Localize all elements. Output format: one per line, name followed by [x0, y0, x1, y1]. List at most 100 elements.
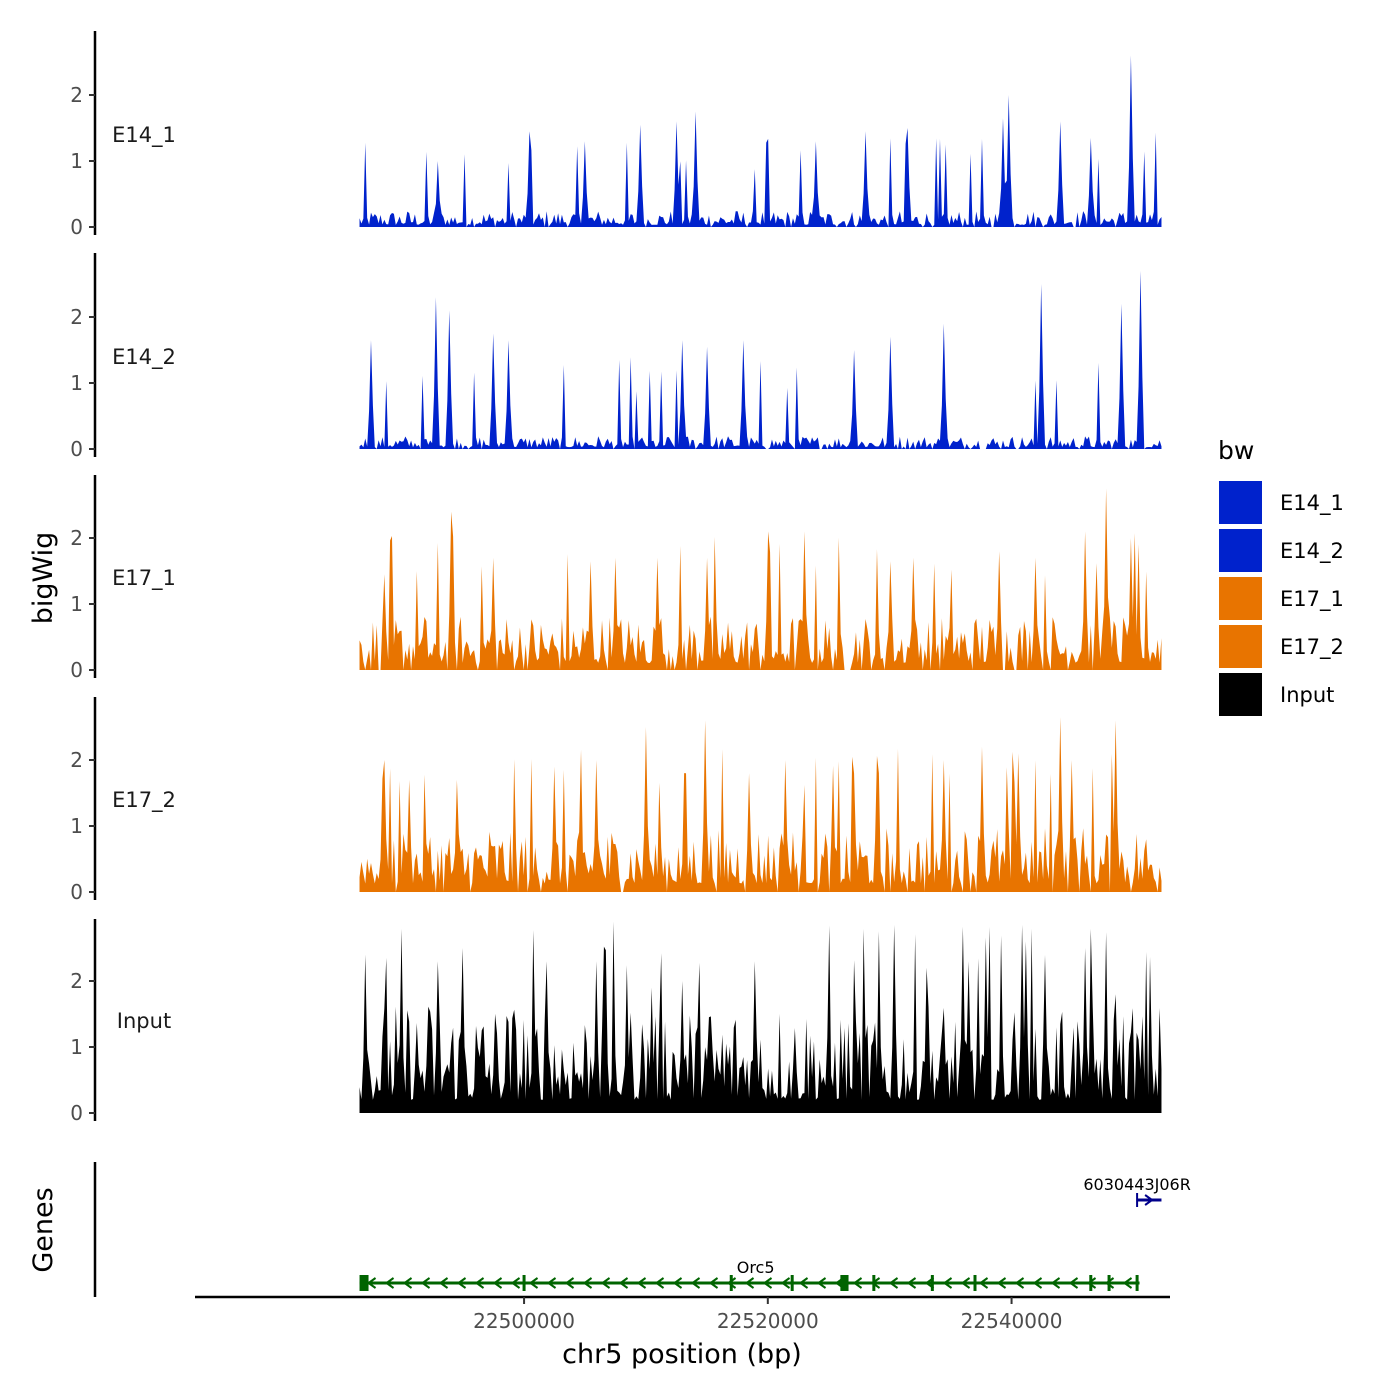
exon: [1089, 1275, 1093, 1291]
strand-arrow: [744, 1277, 755, 1289]
strand-arrow: [672, 1277, 683, 1289]
facet-label: E14_2: [112, 345, 176, 370]
y-tick-label: 0: [70, 658, 83, 682]
track-panels: 0 1 2 E14_1 0 1 2 E14_2 0 1 2 E17_1 0 1 2 E17_2 0 1 2 Input: [70, 31, 1162, 1125]
gene-Orc5: Orc5: [359, 1258, 1140, 1291]
gene-track: Orc5 6030443J06R: [93, 1162, 1191, 1297]
exon: [729, 1275, 733, 1291]
strand-arrow: [816, 1277, 827, 1289]
exon: [973, 1275, 977, 1291]
strand-arrow: [654, 1277, 665, 1289]
strand-arrow: [618, 1277, 629, 1289]
legend-label: E14_2: [1280, 539, 1344, 564]
y-tick-label: 1: [70, 814, 83, 838]
strand-arrow: [888, 1277, 899, 1289]
strand-arrow: [762, 1277, 773, 1289]
legend-swatch-E17_1: [1217, 575, 1264, 622]
exon: [840, 1275, 847, 1291]
legend-swatch-E14_2: [1217, 527, 1264, 574]
gene-label: 6030443J06R: [1083, 1175, 1190, 1194]
y-axis-title: bigWig: [28, 532, 59, 625]
track-panel-E17_2: 0 1 2 E17_2: [70, 697, 1162, 904]
facet-label: E17_1: [112, 566, 176, 591]
exon: [1107, 1275, 1111, 1291]
facet-label: E17_2: [112, 788, 176, 813]
facet-label: Input: [117, 1009, 171, 1033]
strand-arrow: [942, 1277, 953, 1289]
y-tick-label: 2: [70, 526, 83, 550]
strand-arrow: [798, 1277, 809, 1289]
track-panel-E17_1: 0 1 2 E17_1: [70, 475, 1162, 682]
facet-label: E14_1: [112, 123, 176, 148]
signal-area-E14_1: [359, 55, 1162, 228]
track-panel-Input: 0 1 2 Input: [70, 919, 1162, 1125]
strand-arrow: [780, 1277, 791, 1289]
gene-label: Orc5: [737, 1258, 775, 1277]
y-tick-label: 2: [70, 83, 83, 107]
y-tick-label: 1: [70, 149, 83, 173]
legend-swatch-E17_2: [1217, 623, 1264, 670]
strand-arrow: [996, 1277, 1007, 1289]
signal-area-E14_2: [359, 270, 1162, 449]
exon: [522, 1275, 526, 1291]
legend-label: E17_1: [1280, 587, 1344, 612]
x-axis: 22500000 22520000 22540000: [195, 1295, 1170, 1333]
y-tick-label: 1: [70, 592, 83, 616]
exon: [790, 1275, 794, 1291]
exon: [845, 1275, 849, 1291]
y-tick-label: 2: [70, 305, 83, 329]
strand-arrow: [384, 1277, 395, 1289]
strand-arrow: [456, 1277, 467, 1289]
gene-6030443J06R: 6030443J06R: [1083, 1175, 1191, 1207]
genes-axis-title: Genes: [28, 1187, 59, 1272]
strand-arrow: [1122, 1277, 1133, 1289]
y-tick-label: 1: [70, 1035, 83, 1059]
legend-label: Input: [1280, 683, 1334, 707]
y-tick-label: 1: [70, 371, 83, 395]
x-axis-title: chr5 position (bp): [562, 1339, 802, 1370]
strand-arrow: [690, 1277, 701, 1289]
x-tick-label: 22520000: [717, 1309, 819, 1333]
signal-area-E17_1: [359, 488, 1162, 670]
strand-arrow: [1068, 1277, 1079, 1289]
track-panel-E14_2: 0 1 2 E14_2: [70, 253, 1162, 461]
strand-arrow: [708, 1277, 719, 1289]
y-tick-label: 0: [70, 1101, 83, 1125]
strand-arrow: [528, 1277, 539, 1289]
strand-arrow: [726, 1277, 737, 1289]
strand-arrow: [546, 1277, 557, 1289]
strand-arrow: [1104, 1277, 1115, 1289]
strand-arrow: [564, 1277, 575, 1289]
strand-arrow: [438, 1277, 449, 1289]
strand-arrow: [906, 1277, 917, 1289]
signal-area-E17_2: [359, 717, 1162, 892]
y-tick-label: 2: [70, 969, 83, 993]
strand-arrow: [420, 1277, 431, 1289]
x-tick-label: 22500000: [473, 1309, 575, 1333]
signal-area-Input: [359, 921, 1162, 1113]
strand-arrow: [1050, 1277, 1061, 1289]
y-tick-label: 0: [70, 880, 83, 904]
y-tick-label: 0: [70, 437, 83, 461]
exon: [1136, 1193, 1139, 1207]
exon: [1135, 1275, 1139, 1291]
exon: [359, 1275, 369, 1291]
exon: [872, 1275, 876, 1291]
strand-arrow: [474, 1277, 485, 1289]
exon: [930, 1275, 934, 1291]
x-tick-label: 22540000: [961, 1309, 1063, 1333]
strand-arrow: [582, 1277, 593, 1289]
strand-arrow: [1144, 1194, 1154, 1206]
strand-arrow: [600, 1277, 611, 1289]
legend-label: E17_2: [1280, 635, 1344, 660]
y-tick-label: 0: [70, 215, 83, 239]
strand-arrow: [852, 1277, 863, 1289]
strand-arrow: [978, 1277, 989, 1289]
strand-arrow: [960, 1277, 971, 1289]
legend-title: bw: [1218, 436, 1254, 465]
legend-label: E14_1: [1280, 491, 1344, 516]
legend: bw E14_1 E14_2 E17_1 E17_2 Input: [1217, 436, 1344, 718]
strand-arrow: [1014, 1277, 1025, 1289]
y-tick-label: 2: [70, 748, 83, 772]
